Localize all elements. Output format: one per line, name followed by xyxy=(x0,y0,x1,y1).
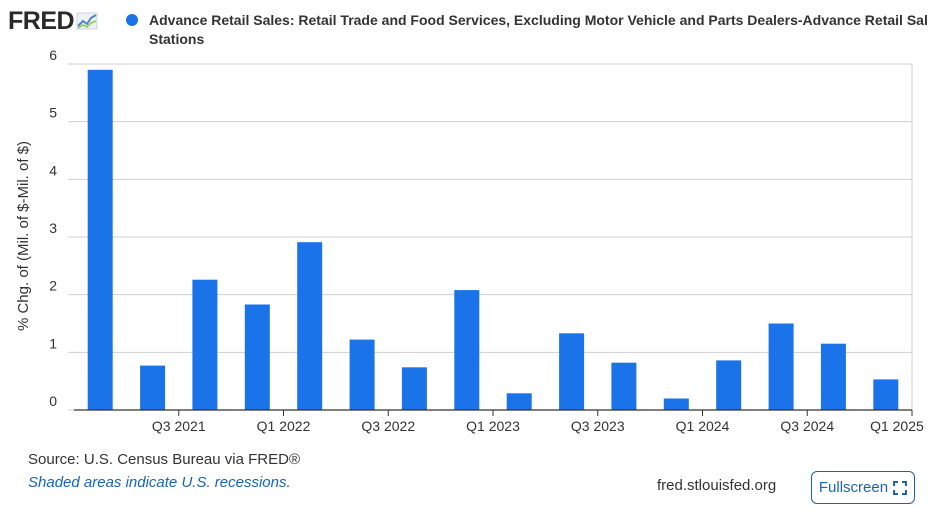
bar[interactable] xyxy=(401,367,427,410)
y-tick-label: 3 xyxy=(49,220,57,236)
x-tick-label: Q1 2024 xyxy=(676,418,730,434)
bar[interactable] xyxy=(663,398,689,411)
y-tick-label: 1 xyxy=(49,335,57,351)
bar[interactable] xyxy=(559,333,585,410)
x-tick-label: Q1 2025 xyxy=(870,418,924,434)
x-tick-label: Q1 2022 xyxy=(257,418,311,434)
legend-swatch xyxy=(126,14,138,26)
y-axis-label: % Chg. of (Mil. of $-Mil. of $) xyxy=(15,141,32,331)
bar[interactable] xyxy=(506,393,532,410)
recession-note: Shaded areas indicate U.S. recessions. xyxy=(28,474,291,491)
fullscreen-label: Fullscreen xyxy=(818,479,889,496)
bar[interactable] xyxy=(454,290,480,410)
legend: Advance Retail Sales: Retail Trade and F… xyxy=(126,11,928,49)
x-tick-label: Q3 2022 xyxy=(361,418,415,434)
bar[interactable] xyxy=(297,242,323,410)
fred-logo-text: FRED xyxy=(8,7,75,35)
y-tick-label: 5 xyxy=(49,105,57,121)
bar[interactable] xyxy=(873,379,899,410)
bar[interactable] xyxy=(716,360,742,410)
trend-line-icon xyxy=(76,12,98,30)
x-tick-label: Q3 2023 xyxy=(571,418,625,434)
legend-series-label: Advance Retail Sales: Retail Trade and F… xyxy=(149,12,928,47)
bar[interactable] xyxy=(87,69,113,411)
axes: 0 1 2 3 4 5 6 Q3 2021 Q1 2022 Q3 2022 Q1 2023 Q3 20… xyxy=(49,47,924,434)
y-tick-label: 0 xyxy=(49,393,57,409)
bar[interactable] xyxy=(349,339,375,410)
fullscreen-icon xyxy=(893,480,908,495)
x-tick-label: Q3 2021 xyxy=(152,418,206,434)
bar[interactable] xyxy=(140,365,166,410)
y-tick-label: 2 xyxy=(49,278,57,294)
bar[interactable] xyxy=(192,279,218,410)
fullscreen-button[interactable]: Fullscreen xyxy=(811,471,915,504)
bar[interactable] xyxy=(611,362,637,410)
y-tick-label: 6 xyxy=(49,47,57,63)
site-link[interactable]: fred.stlouisfed.org xyxy=(657,477,777,494)
fred-logo[interactable]: FRED xyxy=(8,8,98,34)
bar[interactable] xyxy=(820,343,846,410)
bars xyxy=(87,69,899,411)
chart-plot: 0 1 2 3 4 5 6 Q3 2021 Q1 2022 Q3 2022 Q1 2023 Q3 20… xyxy=(15,47,924,434)
chart-header: FRED Advance Retail Sales: Retail Trade … xyxy=(0,0,928,54)
x-tick-label: Q3 2024 xyxy=(780,418,834,434)
bar[interactable] xyxy=(768,323,794,411)
bar[interactable] xyxy=(244,304,270,411)
y-tick-label: 4 xyxy=(49,162,57,178)
source-note: Source: U.S. Census Bureau via FRED® xyxy=(28,451,300,468)
x-tick-label: Q1 2023 xyxy=(466,418,520,434)
